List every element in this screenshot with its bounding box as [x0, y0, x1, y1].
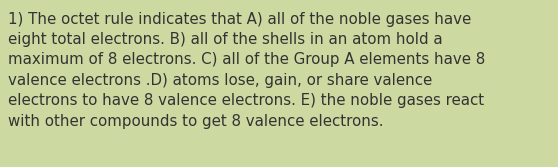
Text: 1) The octet rule indicates that A) all of the noble gases have
eight total elec: 1) The octet rule indicates that A) all … [8, 12, 485, 129]
